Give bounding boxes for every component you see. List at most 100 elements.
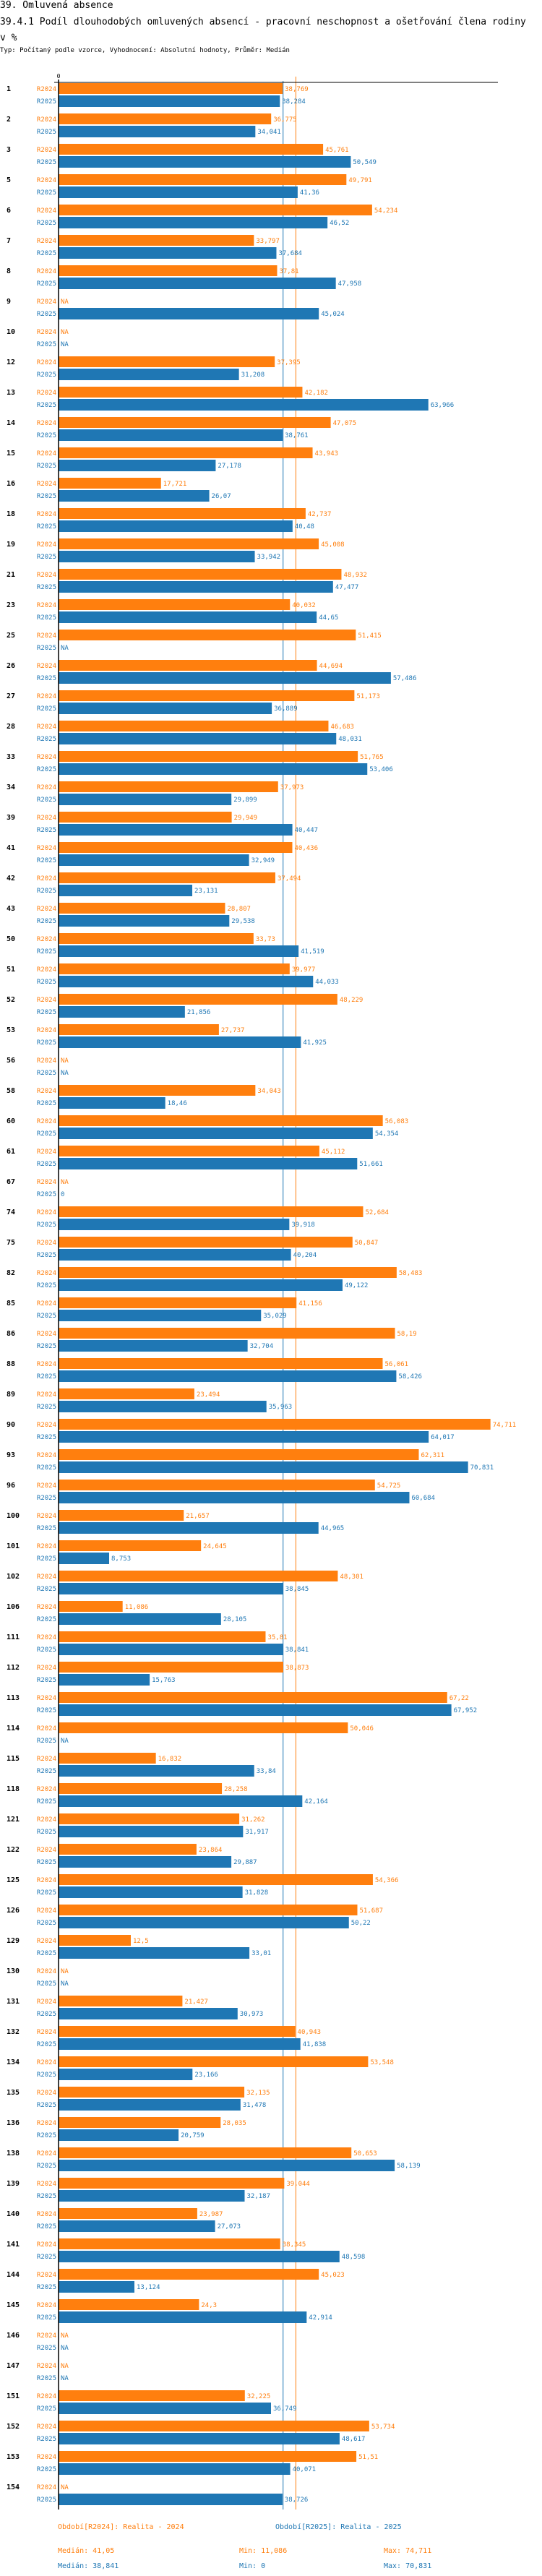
data-label: 38,769 (285, 86, 309, 93)
data-label: 36,775 (273, 116, 297, 124)
bar-r2024 (59, 1449, 419, 1460)
bar-r2024 (59, 417, 331, 428)
bar-r2025 (59, 217, 328, 228)
series-label: R2025 (37, 948, 56, 956)
data-label: 48,229 (340, 997, 364, 1004)
bar-r2025 (59, 885, 193, 896)
series-label: R2025 (37, 1100, 56, 1107)
series-label: R2025 (37, 1252, 56, 1259)
data-label: 60,684 (411, 1495, 435, 1502)
series-label: R2025 (37, 2436, 56, 2443)
category-label: 96 (7, 1482, 15, 1490)
bar-r2024 (59, 1874, 373, 1885)
series-label: R2024 (37, 1725, 56, 1733)
x-tick-label: 0 (57, 73, 61, 80)
category-label: 85 (7, 1300, 15, 1308)
series-label: R2025 (37, 2071, 56, 2079)
bar-r2024 (59, 721, 329, 731)
bar-r2025 (59, 1128, 373, 1139)
series-label: R2025 (37, 2011, 56, 2018)
series-label: R2025 (37, 2466, 56, 2473)
bar-r2024 (59, 2208, 197, 2219)
data-label: 27,178 (218, 463, 241, 470)
bar-r2025 (59, 2069, 193, 2080)
series-label: R2024 (37, 1149, 56, 1156)
series-label: R2024 (37, 2454, 56, 2461)
series-label: R2024 (37, 1300, 56, 1308)
bar-r2025 (59, 945, 299, 957)
series-label: R2024 (37, 2423, 56, 2431)
bar-r2025 (59, 399, 429, 411)
series-label: R2024 (37, 1270, 56, 1277)
data-label: 48,932 (343, 572, 367, 579)
series-label: R2025 (37, 1920, 56, 1927)
na-label: NA (61, 1738, 69, 1745)
series-label: R2024 (37, 2059, 56, 2066)
data-label: 31,262 (241, 1816, 265, 1824)
category-label: 42 (7, 875, 15, 883)
series-label: R2024 (37, 632, 56, 640)
series-label: R2025 (37, 1495, 56, 1502)
data-label: 32,949 (251, 857, 275, 864)
bar-r2024 (59, 2117, 221, 2128)
bar-r2025 (59, 1856, 232, 1868)
bar-r2024 (59, 1267, 397, 1278)
bar-r2025 (59, 1310, 262, 1321)
series-label: R2024 (37, 450, 56, 458)
series-label: R2025 (37, 1464, 56, 1472)
na-label: NA (61, 645, 69, 652)
series-label: R2024 (37, 2302, 56, 2309)
series-label: R2024 (37, 1422, 56, 1429)
data-label: 15,763 (152, 1677, 176, 1684)
category-label: 5 (7, 176, 11, 184)
category-label: 34 (7, 783, 15, 791)
category-label: 126 (7, 1907, 20, 1915)
data-label: 56,083 (385, 1118, 409, 1125)
bar-r2024 (59, 1571, 338, 1581)
category-label: 152 (7, 2423, 20, 2431)
series-label: R2025 (37, 797, 56, 804)
category-label: 101 (7, 1542, 20, 1550)
series-label: R2024 (37, 1634, 56, 1641)
series-label: R2025 (37, 2254, 56, 2261)
data-label: 44,65 (319, 614, 338, 622)
data-label: 16,832 (158, 1756, 182, 1763)
series-label: R2025 (37, 402, 56, 409)
bar-r2024 (59, 1631, 266, 1642)
data-label: 56,061 (384, 1361, 408, 1368)
category-label: 51 (7, 966, 15, 974)
category-label: 118 (7, 1785, 20, 1793)
data-label: 36,749 (273, 2405, 297, 2413)
bar-r2025 (59, 2494, 283, 2505)
series-label: R2024 (37, 784, 56, 791)
bar-r2025 (59, 156, 351, 168)
bar-r2024 (59, 2421, 369, 2431)
series-label: R2024 (37, 966, 56, 974)
series-label: R2025 (37, 857, 56, 864)
category-label: 60 (7, 1117, 15, 1125)
series-label: R2025 (37, 1222, 56, 1229)
bar-r2025 (59, 915, 230, 927)
data-label: 42,182 (304, 390, 328, 397)
na-label: NA (61, 1968, 69, 1975)
series-label: R2025 (37, 2375, 56, 2382)
bar-r2025 (59, 308, 319, 319)
category-label: 82 (7, 1269, 15, 1277)
series-label: R2024 (37, 1240, 56, 1247)
category-label: 28 (7, 723, 15, 731)
series-label: R2025 (37, 979, 56, 986)
series-label: R2025 (37, 463, 56, 470)
bar-r2025 (59, 278, 336, 289)
series-label: R2025 (37, 918, 56, 925)
data-label: 37,395 (277, 359, 301, 366)
category-label: 90 (7, 1421, 15, 1429)
series-label: R2025 (37, 1373, 56, 1381)
category-label: 27 (7, 692, 15, 700)
category-label: 15 (7, 450, 15, 458)
series-label: R2024 (37, 2150, 56, 2158)
bar-r2024 (59, 1146, 319, 1156)
data-label: 45,008 (321, 541, 345, 549)
category-label: 75 (7, 1239, 15, 1247)
bar-r2024 (59, 144, 324, 155)
bar-r2025 (59, 1886, 243, 1898)
